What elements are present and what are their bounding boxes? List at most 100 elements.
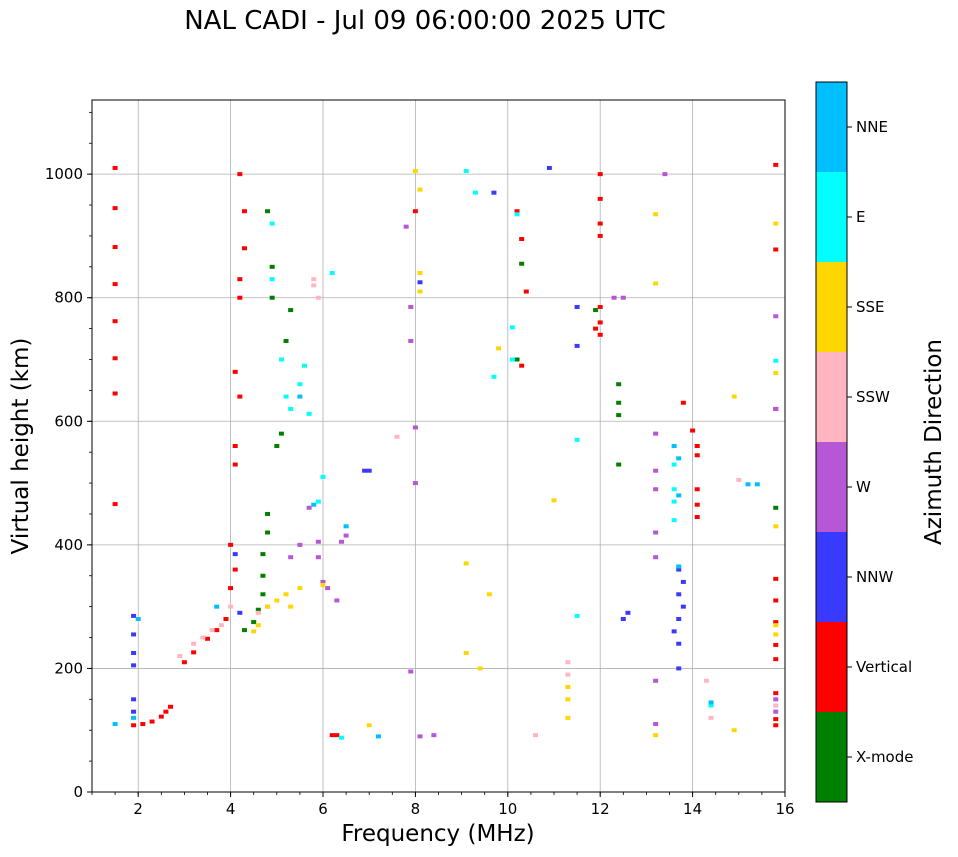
data-point-sse bbox=[773, 221, 779, 226]
data-point-x-mode bbox=[514, 357, 520, 362]
data-point-vertical bbox=[690, 428, 696, 433]
data-point-vertical bbox=[237, 277, 243, 282]
data-point-vertical bbox=[163, 709, 169, 714]
grid-lines bbox=[92, 100, 786, 793]
data-point-nne bbox=[671, 444, 677, 448]
data-point-vertical bbox=[181, 660, 187, 665]
data-point-nne bbox=[745, 482, 751, 487]
data-point-sse bbox=[496, 346, 502, 351]
data-point-w bbox=[611, 295, 617, 300]
data-point-sse bbox=[251, 629, 257, 634]
data-point-x-mode bbox=[616, 382, 622, 387]
data-point-nne bbox=[214, 604, 220, 609]
data-point-nnw bbox=[237, 610, 243, 615]
y-tick-label: 800 bbox=[54, 289, 83, 307]
x-tick-label: 6 bbox=[318, 800, 328, 818]
data-point-nne bbox=[676, 493, 682, 498]
data-point-sse bbox=[773, 524, 779, 529]
data-point-w bbox=[653, 530, 659, 535]
data-point-ssw bbox=[533, 733, 539, 738]
data-point-x-mode bbox=[265, 511, 271, 516]
data-point-nnw bbox=[131, 632, 137, 637]
data-point-sse bbox=[653, 281, 659, 286]
data-point-w bbox=[653, 678, 659, 683]
data-point-vertical bbox=[519, 237, 525, 242]
data-point-nnw bbox=[574, 343, 580, 348]
data-point-w bbox=[315, 555, 321, 560]
data-point-e bbox=[463, 169, 469, 174]
data-point-x-mode bbox=[283, 338, 289, 343]
data-point-vertical bbox=[773, 247, 779, 252]
data-point-e bbox=[574, 437, 580, 442]
data-point-e bbox=[472, 190, 478, 195]
data-point-vertical bbox=[214, 628, 220, 633]
x-tick-label: 16 bbox=[775, 800, 794, 818]
data-point-nne bbox=[297, 394, 303, 399]
data-point-nnw bbox=[676, 641, 682, 646]
data-point-e bbox=[708, 703, 714, 708]
data-point-x-mode bbox=[269, 295, 275, 300]
data-point-ssw bbox=[708, 715, 714, 720]
data-point-w bbox=[334, 598, 340, 603]
y-tick-label: 200 bbox=[54, 659, 83, 677]
data-point-e bbox=[671, 462, 677, 467]
data-point-sse bbox=[565, 715, 571, 720]
data-point-nnw bbox=[671, 629, 677, 634]
data-point-sse bbox=[653, 212, 659, 217]
data-point-vertical bbox=[597, 196, 603, 201]
data-point-e bbox=[278, 357, 284, 362]
data-point-w bbox=[653, 487, 659, 492]
data-point-e bbox=[269, 277, 275, 282]
y-tick-label: 400 bbox=[54, 536, 83, 554]
data-point-vertical bbox=[523, 289, 529, 294]
data-point-vertical bbox=[205, 636, 210, 641]
data-point-e bbox=[773, 358, 779, 363]
colorbar-segment bbox=[816, 622, 847, 712]
data-point-x-mode bbox=[255, 607, 261, 612]
data-point-x-mode bbox=[265, 209, 271, 214]
colorbar-segment bbox=[816, 532, 847, 622]
data-point-x-mode bbox=[260, 573, 266, 578]
data-point-sse bbox=[255, 623, 261, 628]
data-point-w bbox=[338, 539, 344, 544]
data-point-vertical bbox=[241, 209, 247, 214]
data-point-vertical bbox=[158, 714, 164, 719]
colorbar-tick-label: NNW bbox=[856, 568, 893, 586]
data-point-ssw bbox=[703, 678, 709, 683]
data-point-w bbox=[403, 224, 409, 229]
data-point-sse bbox=[463, 650, 469, 655]
data-point-nne bbox=[676, 456, 682, 461]
colorbar-tick-label: NNE bbox=[856, 118, 888, 136]
data-point-w bbox=[288, 555, 294, 560]
data-point-nnw bbox=[625, 610, 631, 615]
data-point-w bbox=[653, 722, 659, 727]
data-point-vertical bbox=[694, 444, 700, 448]
data-point-ssw bbox=[565, 660, 571, 665]
data-point-nnw bbox=[131, 663, 137, 668]
data-point-sse bbox=[731, 394, 737, 399]
data-point-sse bbox=[486, 592, 492, 597]
data-point-w bbox=[408, 304, 414, 309]
colorbar-segment bbox=[816, 172, 847, 262]
data-point-vertical bbox=[112, 245, 118, 250]
data-point-vertical bbox=[112, 356, 118, 361]
data-point-w bbox=[773, 314, 779, 319]
data-point-vertical bbox=[237, 394, 243, 399]
data-point-vertical bbox=[191, 650, 197, 655]
colorbar-tick-label: X-mode bbox=[856, 748, 913, 766]
data-point-e bbox=[306, 411, 312, 416]
data-point-x-mode bbox=[265, 530, 271, 535]
data-point-x-mode bbox=[616, 400, 622, 405]
x-tick-label: 8 bbox=[411, 800, 421, 818]
data-point-e bbox=[491, 374, 497, 379]
data-point-vertical bbox=[773, 691, 779, 696]
y-axis-ticks: 0 200 400 600 800 1000 bbox=[45, 111, 92, 801]
data-point-nnw bbox=[676, 617, 682, 621]
data-point-x-mode bbox=[288, 308, 294, 313]
data-point-vertical bbox=[773, 657, 779, 662]
data-point-sse bbox=[565, 697, 571, 702]
chart-title: NAL CADI - Jul 09 06:00:00 2025 UTC bbox=[184, 6, 666, 36]
data-point-e bbox=[671, 487, 677, 492]
data-point-nne bbox=[112, 722, 118, 727]
data-point-vertical bbox=[228, 542, 234, 547]
